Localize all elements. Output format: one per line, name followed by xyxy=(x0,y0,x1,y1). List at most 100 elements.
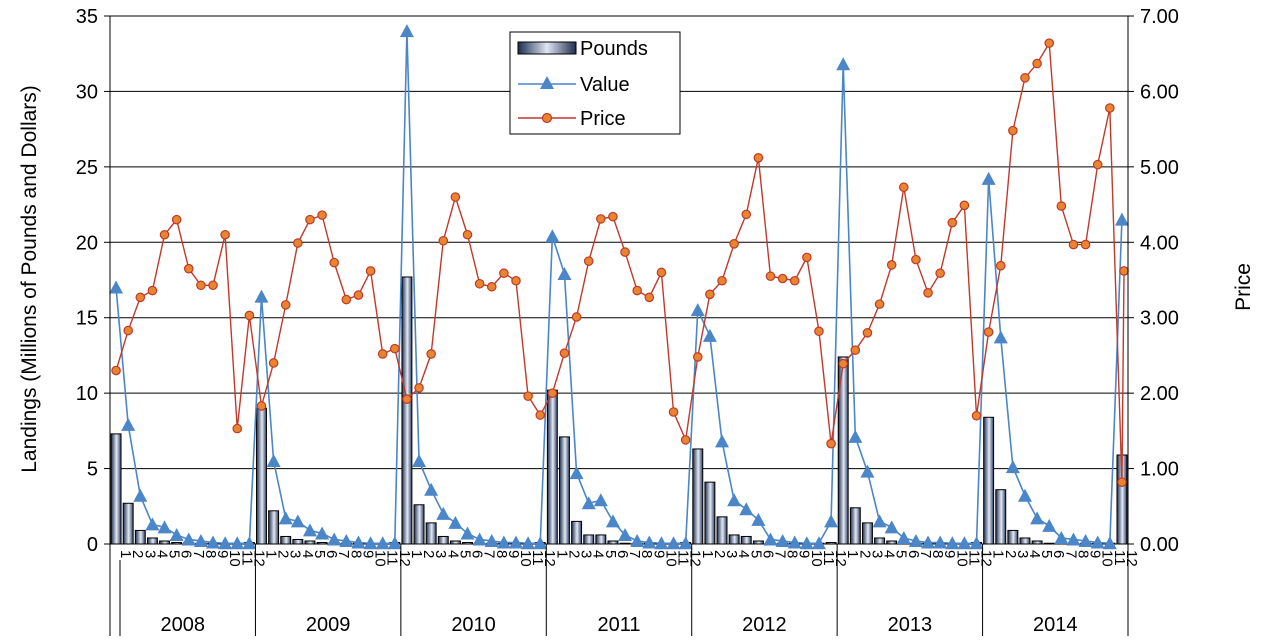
month-tick-label: 3 xyxy=(723,550,740,558)
value-point xyxy=(933,535,948,549)
month-tick-label: 1 xyxy=(553,550,570,558)
value-point xyxy=(763,532,778,546)
price-point xyxy=(995,260,1006,271)
y-tick-label: 10 xyxy=(76,383,98,405)
value-point xyxy=(787,535,802,549)
value-point xyxy=(739,502,754,516)
value-point xyxy=(993,330,1008,344)
price-point xyxy=(474,278,485,289)
value-point xyxy=(945,536,960,550)
value-point xyxy=(1114,212,1129,226)
year-label: 2014 xyxy=(1033,614,1078,636)
price-point xyxy=(838,358,849,369)
month-tick-label: 12 xyxy=(1123,550,1140,567)
value-point xyxy=(1017,488,1032,502)
month-tick-label: 10 xyxy=(372,550,389,567)
month-tick-label: 1 xyxy=(262,550,279,558)
price-point xyxy=(232,423,243,434)
price-point xyxy=(426,349,436,359)
y-tick-label: 15 xyxy=(76,308,98,330)
month-tick-label: 1 xyxy=(117,550,134,558)
price-point xyxy=(135,292,146,303)
y2-axis-title: Price xyxy=(1232,263,1255,311)
value-series xyxy=(109,24,1129,550)
value-point xyxy=(872,514,887,528)
price-point xyxy=(317,210,327,220)
month-tick-label: 7 xyxy=(1062,550,1079,558)
value-point xyxy=(581,496,596,510)
y-tick-label: 20 xyxy=(76,232,98,254)
price-point xyxy=(1044,38,1055,48)
month-tick-label: 8 xyxy=(493,550,510,558)
value-point xyxy=(121,417,136,431)
month-tick-label: 12 xyxy=(687,550,704,567)
value-point xyxy=(848,429,863,443)
price-point xyxy=(208,280,218,291)
month-tick-label: 5 xyxy=(311,550,328,558)
month-tick-label: 11 xyxy=(238,550,255,566)
legend-label-value: Value xyxy=(580,74,630,96)
y2-tick-label: 5.00 xyxy=(1140,157,1179,179)
pounds-bar xyxy=(146,537,158,545)
price-point xyxy=(341,294,352,305)
price-point xyxy=(729,238,739,249)
month-tick-label: 3 xyxy=(141,550,158,558)
month-tick-label: 7 xyxy=(917,550,934,558)
price-point xyxy=(862,327,873,338)
month-tick-label: 9 xyxy=(505,550,522,558)
pounds-bar xyxy=(1031,540,1043,545)
value-point xyxy=(472,532,487,546)
month-tick-label: 2 xyxy=(1002,550,1019,558)
price-point xyxy=(111,365,121,376)
month-tick-label: 6 xyxy=(323,550,340,558)
month-tick-label: 1 xyxy=(408,550,425,558)
month-tick-label: 1 xyxy=(990,550,1007,558)
value-point xyxy=(533,536,548,550)
value-point xyxy=(193,533,208,547)
price-point xyxy=(656,267,667,278)
month-tick-label: 11 xyxy=(1111,550,1128,566)
y-tick-label: 30 xyxy=(76,81,98,103)
pounds-bar xyxy=(571,520,583,545)
value-point xyxy=(1090,535,1105,549)
month-tick-label: 7 xyxy=(190,550,207,558)
y2-tick-label: 0.00 xyxy=(1140,534,1179,556)
month-tick-label: 9 xyxy=(1087,550,1104,558)
price-point xyxy=(389,343,400,354)
value-point xyxy=(1054,530,1069,544)
price-point xyxy=(765,271,776,282)
month-tick-label: 1 xyxy=(699,550,716,558)
pounds-bar xyxy=(692,448,704,545)
value-point xyxy=(618,527,633,541)
month-tick-label: 11 xyxy=(820,550,837,566)
month-tick-label: 9 xyxy=(359,550,376,558)
month-tick-label: 5 xyxy=(602,550,619,558)
month-tick-label: 11 xyxy=(965,550,982,566)
value-point xyxy=(145,517,160,531)
pounds-bar xyxy=(122,502,134,545)
pounds-bar xyxy=(292,538,304,545)
month-tick-label: 5 xyxy=(747,550,764,558)
price-point xyxy=(1008,125,1018,136)
month-tick-label: 12 xyxy=(541,550,558,567)
value-point xyxy=(508,535,523,549)
y2-tick-label: 2.00 xyxy=(1140,383,1179,405)
pounds-bar xyxy=(256,407,267,545)
price-point xyxy=(983,327,994,337)
month-tick-label: 10 xyxy=(662,550,679,567)
month-tick-label: 10 xyxy=(226,550,243,567)
month-tick-label: 12 xyxy=(396,550,413,567)
pounds-bar xyxy=(728,534,740,545)
pounds-bar xyxy=(304,540,316,545)
pounds-bar xyxy=(268,510,280,545)
price-point xyxy=(559,348,570,358)
value-point xyxy=(399,24,414,38)
y2-tick-label: 6.00 xyxy=(1140,81,1179,103)
value-point xyxy=(908,533,923,547)
legend-item-price: Price xyxy=(518,108,626,130)
month-tick-label: 4 xyxy=(881,550,898,558)
price-point xyxy=(741,209,752,220)
pounds-bar xyxy=(546,389,558,545)
year-label: 2009 xyxy=(306,614,351,636)
month-tick-label: 6 xyxy=(1050,550,1067,558)
